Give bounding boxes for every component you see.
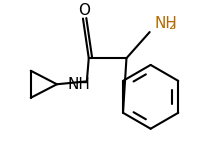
Text: NH: NH: [155, 16, 177, 31]
Text: NH: NH: [68, 77, 91, 92]
Text: 2: 2: [168, 21, 175, 31]
Text: O: O: [78, 3, 90, 18]
